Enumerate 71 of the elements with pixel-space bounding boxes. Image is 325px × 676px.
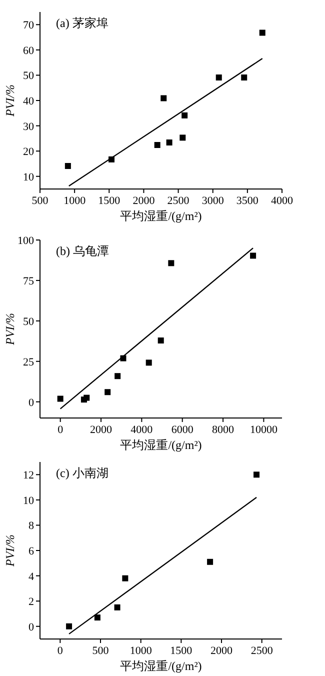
point	[160, 95, 167, 102]
y-tick-label: 0	[28, 621, 34, 634]
x-tick-label: 6000	[171, 424, 194, 436]
x-tick-label: 0	[57, 645, 64, 657]
point	[146, 360, 152, 366]
x-tick-label: 2500	[250, 645, 274, 657]
y-tick-label: 2	[28, 596, 34, 608]
y-tick-label: 4	[28, 570, 34, 583]
x-tick-label: 1000	[130, 645, 152, 657]
x-axis-title: 平均湿重/(g/m²)	[120, 438, 202, 452]
y-tick-label: 0	[28, 396, 34, 409]
y-tick-label: 10	[23, 171, 34, 184]
x-tick-label: 3500	[236, 195, 259, 207]
y-tick-label: 75	[23, 275, 34, 288]
point	[57, 396, 64, 402]
point	[114, 373, 121, 380]
chart-title: (c) 小南湖	[56, 466, 108, 480]
point	[114, 604, 120, 610]
point	[254, 472, 260, 478]
point	[168, 260, 174, 266]
point	[259, 30, 266, 36]
x-tick-label: 1000	[64, 195, 86, 207]
y-axis-title: PVI/%	[3, 313, 17, 346]
point	[154, 142, 160, 148]
point	[241, 74, 248, 80]
x-tick-label: 0	[58, 424, 64, 436]
y-tick-label: 50	[23, 70, 34, 82]
x-axis-title: 平均湿重/(g/m²)	[120, 209, 202, 223]
x-tick-label: 4000	[130, 424, 154, 436]
point	[216, 74, 222, 80]
point	[64, 162, 71, 169]
y-tick-label: 60	[23, 44, 34, 57]
x-tick-label: 1500	[170, 645, 193, 657]
y-tick-label: 100	[18, 235, 34, 247]
chart-title: (a) 茅家埠	[56, 16, 108, 30]
point	[207, 558, 214, 565]
y-tick-label: 12	[23, 470, 34, 482]
point	[182, 112, 188, 118]
x-tick-label: 3000	[202, 195, 224, 207]
y-axis-title: PVI/%	[3, 534, 17, 568]
point	[122, 575, 128, 582]
y-tick-label: 25	[23, 356, 34, 368]
x-tick-label: 2000	[132, 195, 156, 207]
y-tick-label: 20	[23, 146, 34, 158]
x-tick-label: 2000	[90, 424, 113, 436]
y-tick-label: 10	[23, 494, 34, 507]
y-tick-label: 70	[23, 20, 34, 32]
point	[158, 337, 164, 344]
point	[104, 389, 111, 396]
point	[84, 394, 90, 401]
x-axis-title: 平均湿重/(g/m²)	[120, 659, 202, 673]
x-tick-label: 2500	[167, 195, 190, 207]
y-tick-label: 40	[23, 96, 34, 108]
point	[250, 252, 256, 259]
point	[66, 623, 72, 630]
y-tick-label: 50	[23, 316, 34, 328]
x-tick-label: 10000	[250, 424, 278, 436]
point	[180, 134, 186, 141]
y-tick-label: 6	[28, 546, 34, 558]
x-tick-label: 8000	[212, 424, 235, 436]
point	[166, 139, 172, 146]
x-tick-label: 500	[92, 645, 110, 657]
x-tick-label: 500	[32, 195, 49, 207]
chart-title: (b) 乌龟潭	[56, 244, 109, 258]
x-tick-label: 1500	[98, 195, 121, 207]
y-tick-label: 30	[23, 120, 34, 133]
y-tick-label: 8	[28, 520, 34, 532]
point	[94, 614, 100, 621]
x-tick-label: 4000	[271, 195, 294, 207]
y-axis-title: PVI/%	[3, 84, 17, 118]
x-tick-label: 2000	[210, 645, 233, 657]
